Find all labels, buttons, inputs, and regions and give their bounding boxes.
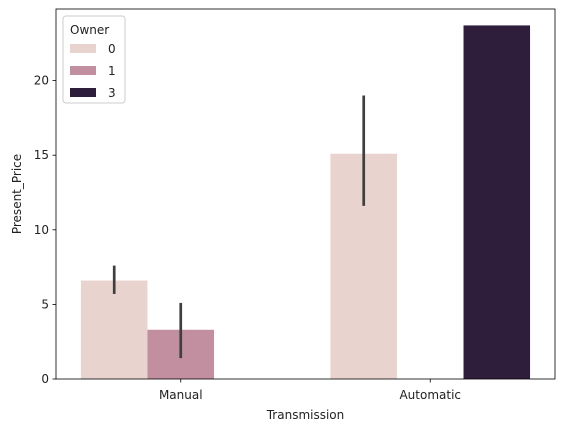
bar-owner-3-automatic <box>463 25 531 380</box>
y-tick-label: 15 <box>34 148 49 162</box>
legend-swatch-owner-0 <box>70 44 96 53</box>
legend-label-owner-0: 0 <box>108 42 116 56</box>
bar-owner-0-manual <box>80 280 148 379</box>
x-tick-label-manual: Manual <box>159 388 203 402</box>
legend-swatch-owner-1 <box>70 66 96 75</box>
legend-label-owner-3: 3 <box>108 86 116 100</box>
error-bars-layer <box>112 95 366 359</box>
y-axis-label: Present_Price <box>10 154 24 234</box>
x-tick-label-automatic: Automatic <box>399 388 461 402</box>
y-tick-label: 0 <box>41 372 49 386</box>
y-tick-label: 20 <box>34 74 49 88</box>
y-tick-label: 10 <box>34 223 49 237</box>
legend: Owner 0 1 3 <box>62 15 126 104</box>
legend-label-owner-1: 1 <box>108 64 116 78</box>
y-tick-label: 5 <box>41 297 49 311</box>
plot-frame <box>55 8 556 380</box>
legend-swatch-owner-3 <box>70 88 96 97</box>
x-axis-label: Transmission <box>266 408 345 422</box>
legend-title: Owner <box>70 23 109 37</box>
legend-box <box>62 15 126 104</box>
